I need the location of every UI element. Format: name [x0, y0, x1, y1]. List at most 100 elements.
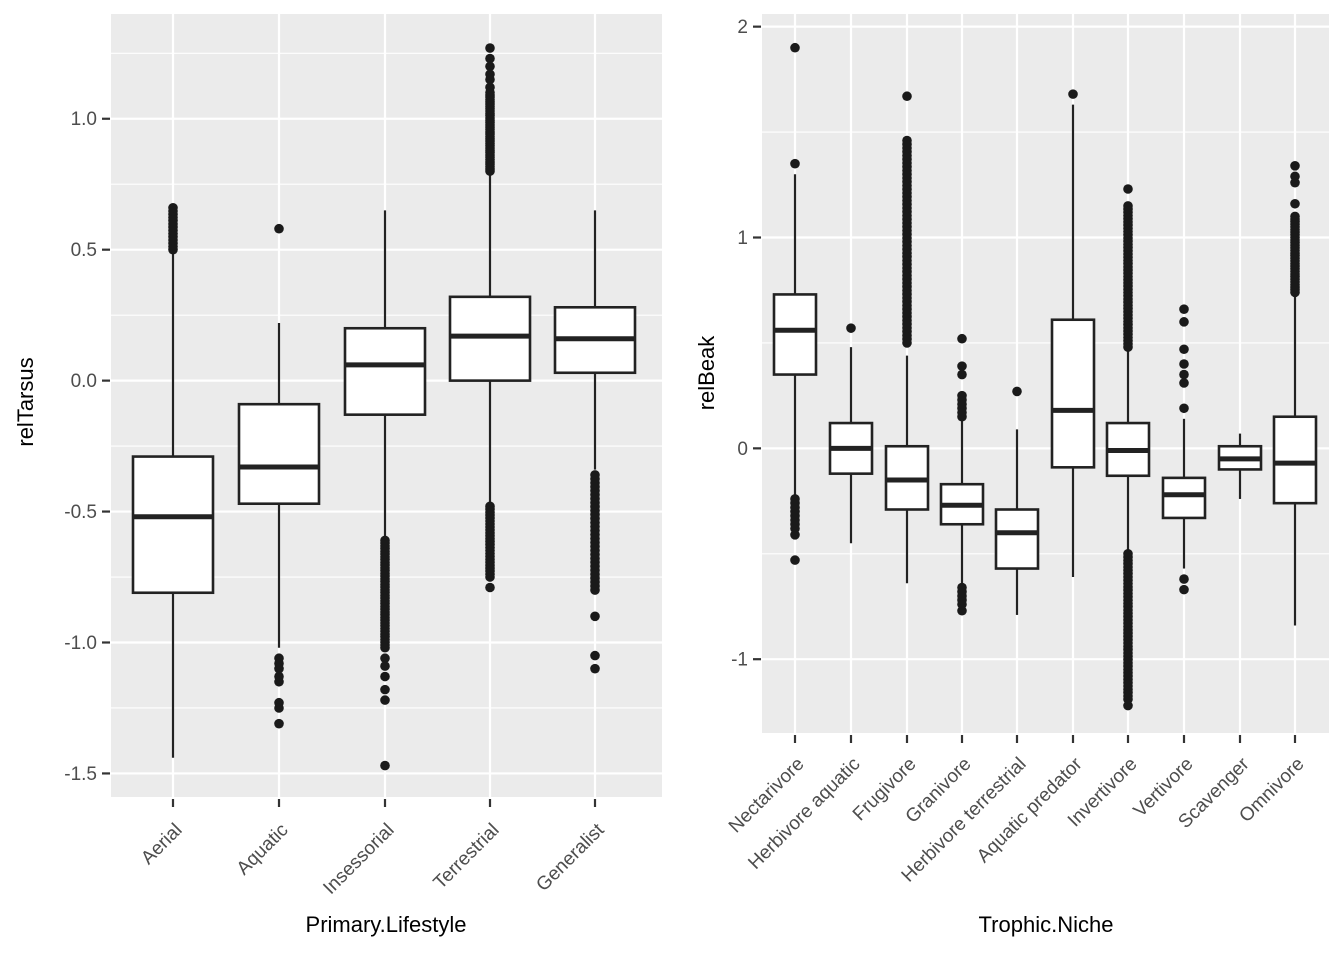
x-category-label: Generalist: [532, 819, 609, 896]
outlier-point: [485, 582, 495, 593]
y-tick-label: -1.5: [64, 764, 97, 785]
outlier-point: [485, 43, 495, 53]
outlier-point: [1012, 386, 1022, 397]
iqr-box: [1272, 415, 1318, 505]
outlier-point: [380, 671, 390, 682]
iqr-box: [772, 293, 818, 376]
box-insessorial: [343, 210, 427, 771]
box-granivore: [939, 333, 985, 616]
outlier-point: [485, 87, 495, 98]
iqr-box: [237, 402, 321, 506]
outlier-point: [1123, 184, 1133, 194]
outlier-point: [380, 661, 390, 671]
box-herbivore-aquatic: [828, 323, 874, 544]
outlier-point: [168, 202, 178, 213]
box-frugivore: [884, 91, 930, 584]
box-aquatic: [237, 223, 321, 729]
box-scavenger: [1217, 433, 1263, 499]
outlier-point: [380, 760, 390, 771]
outlier-point: [380, 535, 390, 546]
outlier-point: [1068, 89, 1078, 99]
y-tick-label: -0.5: [64, 502, 97, 523]
outlier-point: [274, 676, 284, 687]
iqr-box: [343, 326, 427, 416]
outlier-point: [380, 684, 390, 695]
outlier-point: [902, 135, 912, 146]
outlier-point: [957, 369, 967, 380]
outlier-point: [1179, 584, 1189, 595]
x-category-label: Aerial: [137, 820, 186, 869]
box-vertivore: [1161, 304, 1207, 595]
outlier-point: [380, 695, 390, 705]
iqr-box: [1050, 318, 1096, 469]
x-category-label: Terrestrial: [430, 820, 504, 894]
left-y-axis-title: relTarsus: [13, 357, 38, 447]
outlier-point: [790, 158, 800, 169]
y-tick-label: 0.5: [71, 240, 97, 261]
outlier-point: [1179, 574, 1189, 584]
outlier-point: [274, 718, 284, 729]
x-category-label: Aquatic: [233, 820, 293, 880]
outlier-point: [485, 69, 495, 80]
outlier-point: [1123, 548, 1133, 559]
outlier-point: [1179, 359, 1189, 369]
outlier-point: [274, 223, 284, 234]
iqr-box: [448, 295, 532, 382]
outlier-point: [1179, 378, 1189, 388]
right-x-axis-title: Trophic.Niche: [978, 912, 1114, 937]
outlier-point: [485, 53, 495, 64]
box-omnivore: [1272, 161, 1318, 626]
outlier-point: [274, 703, 284, 713]
outlier-point: [485, 501, 495, 512]
box-aquatic-predator: [1050, 89, 1096, 577]
outlier-point: [902, 91, 912, 102]
outlier-point: [1290, 177, 1300, 188]
iqr-box: [1161, 476, 1207, 520]
box-aerial: [131, 202, 215, 758]
iqr-box: [994, 508, 1040, 570]
outlier-point: [590, 470, 600, 480]
iqr-box: [131, 455, 215, 595]
outlier-point: [957, 390, 967, 401]
left-boxplot-panel: -1.5 -1.0 -0.5 0.0 0.5 1.0 Aerial Aquatic Insess…: [64, 14, 662, 899]
outlier-point: [485, 61, 495, 72]
outlier-point: [1290, 161, 1300, 171]
outlier-point: [846, 323, 856, 333]
x-category-label: Insessorial: [319, 820, 398, 899]
outlier-point: [1179, 369, 1189, 380]
left-x-axis-title: Primary.Lifestyle: [305, 912, 467, 937]
outlier-point: [790, 494, 800, 504]
panel-background: [762, 14, 1329, 733]
box-nectarivore: [772, 42, 818, 565]
y-tick-label: -1.0: [64, 633, 97, 654]
outlier-point: [1179, 317, 1189, 327]
outlier-point: [590, 650, 600, 661]
outlier-point: [957, 582, 967, 593]
outlier-point: [380, 653, 390, 664]
outlier-point: [1179, 304, 1189, 314]
right-y-axis-title: relBeak: [694, 335, 719, 411]
y-tick-label: 2: [737, 17, 748, 38]
box-terrestrial: [448, 43, 532, 593]
outlier-point: [957, 333, 967, 344]
outlier-point: [1290, 211, 1300, 222]
box-invertivore: [1105, 184, 1151, 711]
outlier-point: [1123, 201, 1133, 211]
y-tick-label: -1: [731, 650, 748, 671]
y-tick-label: 1.0: [71, 109, 97, 130]
y-tick-label: 0: [737, 439, 748, 460]
outlier-point: [590, 663, 600, 674]
outlier-point: [1179, 403, 1189, 414]
outlier-point: [1290, 198, 1300, 209]
outlier-point: [274, 663, 284, 674]
outlier-point: [790, 555, 800, 565]
outlier-point: [957, 361, 967, 371]
outlier-point: [1179, 344, 1189, 355]
box-herbivore-terrestrial: [994, 386, 1040, 615]
y-tick-label: 1: [737, 228, 748, 249]
y-tick-label: 0.0: [71, 371, 97, 392]
outlier-point: [590, 611, 600, 622]
box-generalist: [553, 210, 637, 674]
